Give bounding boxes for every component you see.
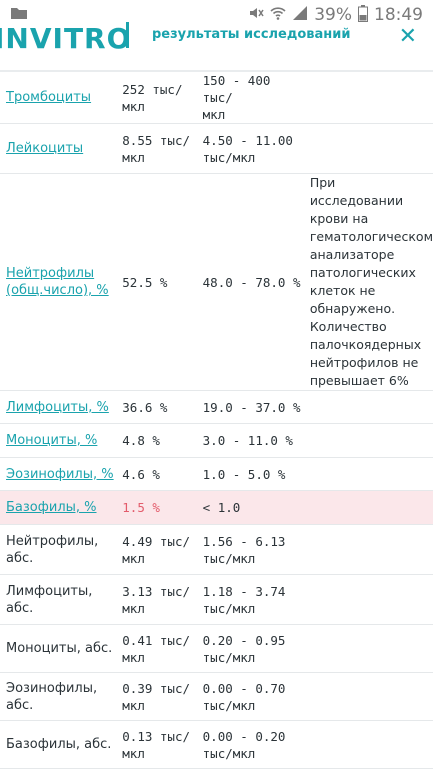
table-row: Лейкоциты 8.55 тыс/мкл 4.50 - 11.00 тыс/мкл — [0, 123, 433, 174]
result-value: 1.5 % — [122, 500, 160, 515]
reference-range: 1.0 - 5.0 % — [202, 466, 286, 482]
reference-range: 150 - 400 тыс/мкл — [202, 73, 271, 122]
signal-icon — [292, 5, 308, 25]
test-name: Базофилы, абс. — [6, 737, 112, 752]
battery-icon — [358, 4, 368, 26]
invitro-logo: INVITRO — [0, 22, 132, 55]
reference-range: 0.00 - 0.20 тыс/мкл — [202, 728, 286, 761]
reference-range: 1.56 - 6.13 тыс/мкл — [202, 533, 286, 566]
table-row: Лимфоциты, абс. 3.13 тыс/мкл 1.18 - 3.74 тыс… — [0, 574, 433, 625]
table-row: Моноциты, % 4.8 % 3.0 - 11.0 % — [0, 423, 433, 458]
result-value: 3.13 тыс/мкл — [122, 583, 190, 616]
table-row: Эозинофилы, % 4.6 % 1.0 - 5.0 % — [0, 457, 433, 491]
table-row: Моноциты, абс. 0.41 тыс/мкл 0.20 - 0.95 тыс… — [0, 624, 433, 673]
close-icon: ✕ — [398, 24, 417, 49]
page-title: результаты исследований — [152, 27, 351, 42]
test-name-link[interactable]: Лейкоциты — [6, 141, 84, 156]
result-value: 4.49 тыс/мкл — [122, 533, 190, 566]
test-name-link[interactable]: Нейтрофилы (общ.число), % — [6, 266, 109, 298]
clock: 18:49 — [374, 4, 423, 25]
reference-range: 0.00 - 0.70 тыс/мкл — [202, 680, 286, 713]
app-header: INVITRO результаты исследований ✕ — [0, 22, 433, 70]
table-row: Эозинофилы, абс. 0.39 тыс/мкл 0.00 - 0.70 ты… — [0, 672, 433, 721]
battery-percent: 39% — [314, 4, 352, 25]
comment: При исследовании крови на гематологическом а… — [309, 175, 433, 388]
result-value: 8.55 тыс/мкл — [122, 132, 190, 165]
test-name: Моноциты, абс. — [6, 641, 113, 656]
result-value: 0.41 тыс/мкл — [122, 632, 190, 665]
reference-range: 1.18 - 3.74 тыс/мкл — [202, 583, 286, 616]
reference-range: 48.0 - 78.0 % — [202, 274, 301, 290]
test-name-link[interactable]: Лимфоциты, % — [6, 399, 109, 415]
table-row: Базофилы, % 1.5 % < 1.0 — [0, 490, 433, 525]
mute-icon — [248, 5, 264, 25]
reference-range: 19.0 - 37.0 % — [202, 399, 301, 415]
table-row: Нейтрофилы (общ.число), % 52.5 % 48.0 - 78.… — [0, 173, 433, 391]
test-name-link[interactable]: Тромбоциты — [6, 90, 92, 105]
close-button[interactable]: ✕ — [399, 24, 417, 49]
reference-range: 0.20 - 0.95 тыс/мкл — [202, 632, 286, 665]
result-value: 36.6 % — [122, 399, 168, 415]
results-table: Тромбоциты 252 тыс/мкл 150 - 400 тыс/мкл Ле… — [0, 72, 433, 769]
test-name: Нейтрофилы, абс. — [6, 533, 99, 566]
reference-range: 4.50 - 11.00 тыс/мкл — [202, 132, 293, 165]
table-row: Нейтрофилы, абс. 4.49 тыс/мкл 1.56 - 6.13 ты… — [0, 524, 433, 575]
status-bar: 39% 18:49 — [0, 0, 433, 30]
folder-icon — [10, 5, 28, 25]
result-value: 0.13 тыс/мкл — [122, 728, 190, 761]
wifi-icon — [270, 5, 286, 25]
result-value: 4.8 % — [122, 433, 160, 448]
result-value: 4.6 % — [122, 466, 160, 482]
test-name: Эозинофилы, абс. — [6, 680, 98, 713]
test-name: Лимфоциты, абс. — [6, 583, 93, 616]
reference-range: 3.0 - 11.0 % — [202, 433, 293, 448]
table-row: Лимфоциты, % 36.6 % 19.0 - 37.0 % — [0, 390, 433, 424]
test-name-link[interactable]: Эозинофилы, % — [6, 466, 114, 482]
logo-divider — [126, 22, 129, 48]
test-name-link[interactable]: Моноциты, % — [6, 433, 98, 448]
table-row: Базофилы, абс. 0.13 тыс/мкл 0.00 - 0.20 тыс… — [0, 720, 433, 769]
header-divider — [0, 70, 433, 72]
test-name-link[interactable]: Базофилы, % — [6, 500, 97, 515]
result-value: 0.39 тыс/мкл — [122, 680, 190, 713]
result-value: 252 тыс/мкл — [122, 81, 183, 114]
reference-range: < 1.0 — [202, 500, 241, 515]
table-row: Тромбоциты 252 тыс/мкл 150 - 400 тыс/мкл — [0, 72, 433, 124]
result-value: 52.5 % — [122, 274, 168, 290]
status-right: 39% 18:49 — [248, 4, 423, 26]
